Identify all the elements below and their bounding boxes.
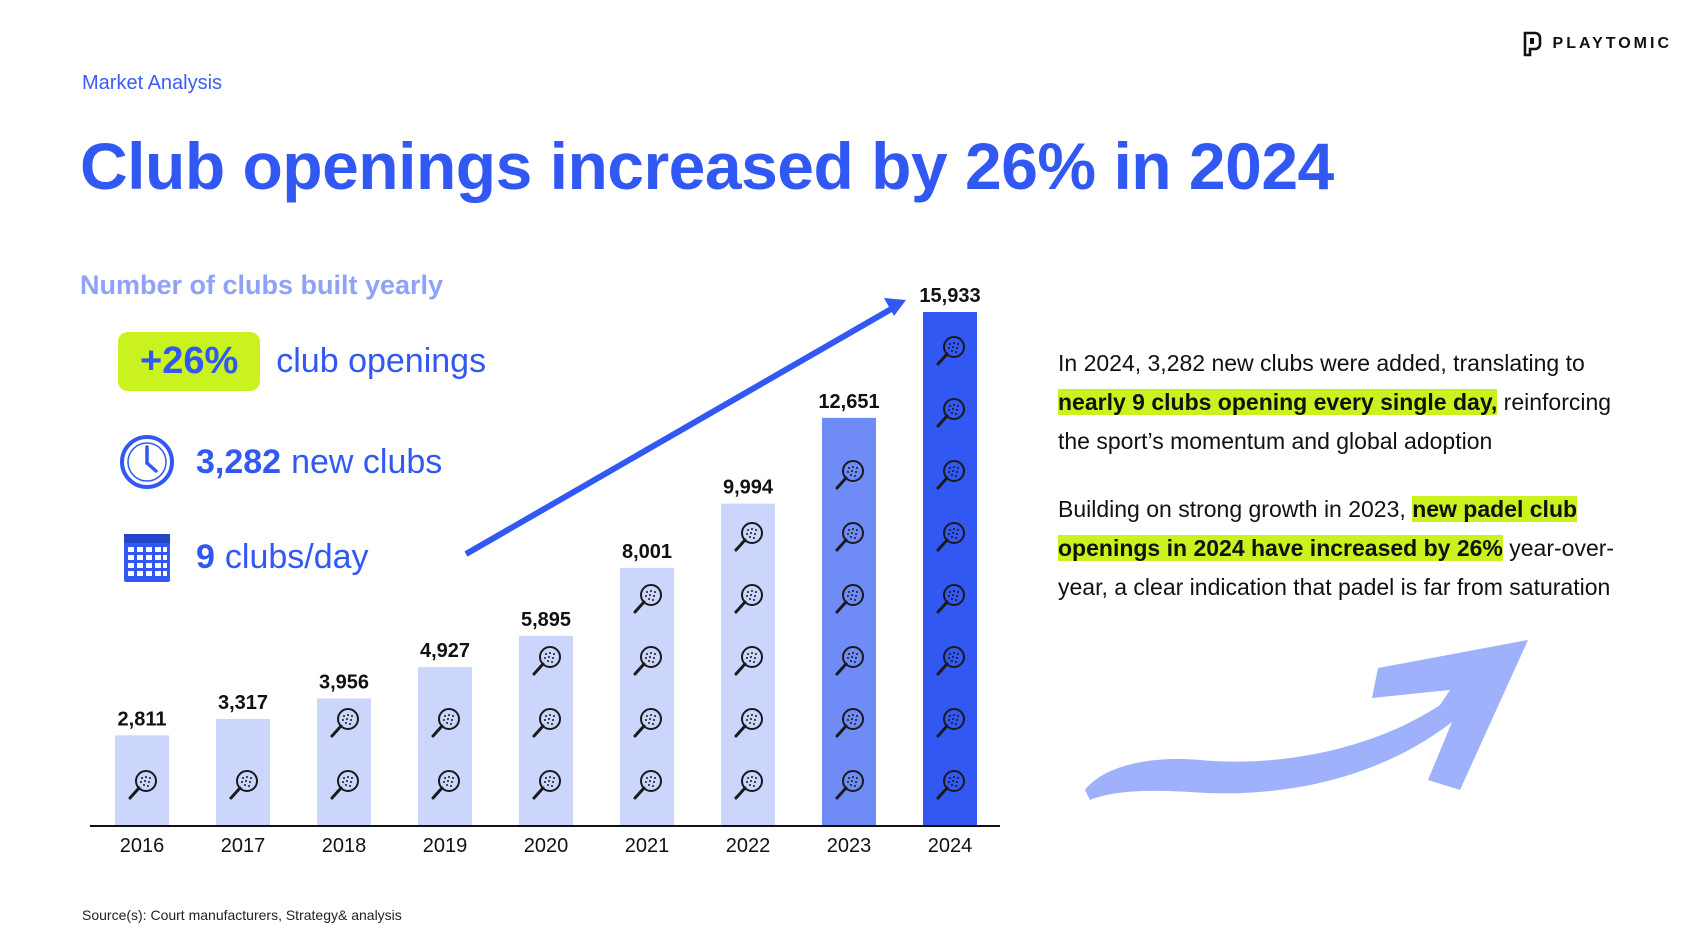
bar-2016 bbox=[115, 735, 169, 826]
data-label-2017: 3,317 bbox=[218, 692, 268, 714]
paragraph-daily-openings: In 2024, 3,282 new clubs were added, tra… bbox=[1058, 344, 1648, 461]
data-label-2022: 9,994 bbox=[723, 477, 774, 499]
bar-2020 bbox=[519, 635, 573, 826]
data-label-2021: 8,001 bbox=[622, 541, 672, 563]
source-note: Source(s): Court manufacturers, Strategy… bbox=[82, 907, 402, 923]
data-label-2019: 4,927 bbox=[420, 640, 470, 662]
data-label-2024: 15,933 bbox=[919, 285, 980, 307]
x-tick-label-2016: 2016 bbox=[120, 835, 165, 857]
data-label-2018: 3,956 bbox=[319, 671, 369, 693]
x-tick-label-2018: 2018 bbox=[322, 835, 367, 857]
new-clubs-value: 3,282 bbox=[196, 442, 282, 481]
kpi-new-clubs: 3,282 new clubs bbox=[118, 433, 442, 491]
per-day-value: 9 bbox=[196, 537, 215, 576]
bar-2018 bbox=[317, 698, 371, 826]
trend-arrow bbox=[464, 298, 906, 557]
per-day-label: clubs/day bbox=[224, 537, 369, 576]
playtomic-logo-icon bbox=[1523, 31, 1541, 57]
bar-2019 bbox=[418, 667, 472, 826]
data-label-2023: 12,651 bbox=[818, 391, 879, 413]
x-tick-label-2023: 2023 bbox=[827, 835, 872, 857]
clock-icon bbox=[120, 435, 174, 489]
x-tick-label-2024: 2024 bbox=[928, 835, 973, 857]
paragraph1-part1: In 2024, 3,282 new clubs were added, tra… bbox=[1058, 350, 1585, 376]
x-tick-label-2021: 2021 bbox=[625, 835, 670, 857]
chart-title: Number of clubs built yearly bbox=[80, 270, 444, 300]
growth-label: club openings bbox=[276, 342, 487, 380]
growth-badge: +26% bbox=[118, 332, 261, 391]
x-tick-label-2019: 2019 bbox=[423, 835, 468, 857]
bar-2023 bbox=[822, 417, 876, 826]
x-tick-label-2020: 2020 bbox=[524, 835, 569, 857]
data-label-2016: 2,811 bbox=[118, 708, 167, 730]
logo-text: PLAYTOMIC bbox=[1552, 35, 1672, 52]
paragraph1-highlight: nearly 9 clubs opening every single day, bbox=[1058, 389, 1498, 415]
playtomic-logo[interactable]: PLAYTOMIC bbox=[1521, 30, 1672, 58]
new-clubs-label: new clubs bbox=[291, 442, 443, 481]
paragraph1-part2: reinforcing the sport’s momentum and glo… bbox=[1058, 389, 1612, 454]
x-tick-label-2022: 2022 bbox=[726, 835, 771, 857]
bar-2024 bbox=[923, 312, 977, 826]
page-title: Club openings increased by 26% in 2024 bbox=[80, 129, 1334, 203]
calendar-icon bbox=[124, 534, 170, 582]
section-label: Market Analysis bbox=[82, 72, 223, 94]
paragraph2-part2: year-over-year, a clear indication that … bbox=[1058, 535, 1615, 600]
x-tick-label-2017: 2017 bbox=[221, 835, 266, 857]
bar-2021 bbox=[620, 567, 674, 826]
kpi-growth: +26% club openings bbox=[118, 332, 486, 391]
paragraph-yoy-growth: Building on strong growth in 2023, new p… bbox=[1058, 490, 1648, 607]
paragraph2-part1: Building on strong growth in 2023, bbox=[1058, 496, 1413, 522]
data-label-2020: 5,895 bbox=[521, 609, 571, 631]
kpi-per-day: 9 clubs/day bbox=[118, 528, 369, 586]
